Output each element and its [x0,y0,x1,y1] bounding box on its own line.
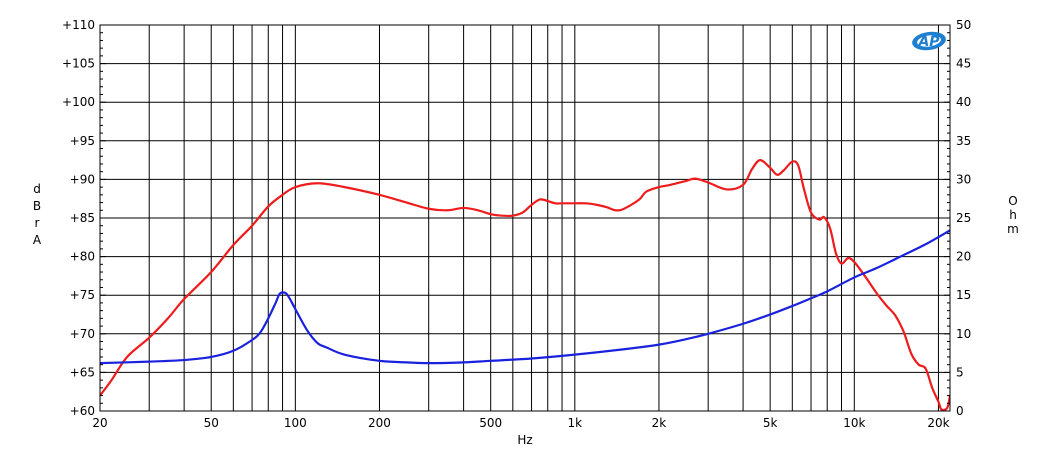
y-left-tick-label: +105 [62,57,95,71]
y-right-tick-label: 50 [956,18,971,32]
y-right-tick-label: 25 [956,211,971,225]
y-left-tick-label: +100 [62,95,95,109]
axis-label-char: A [33,233,42,247]
y-right-tick-label: 30 [956,172,971,186]
tick-marks [100,24,950,412]
y-right-tick-label: 35 [956,134,971,148]
x-tick-label: 200 [368,416,391,430]
x-tick-label: 5k [763,416,778,430]
y-right-tick-label: 40 [956,95,971,109]
logo-text: AP [917,34,940,50]
x-tick-label: 1k [568,416,583,430]
y-left-tick-label: +70 [70,327,95,341]
x-tick-label: 500 [479,416,502,430]
y-right-tick-label: 20 [956,250,971,264]
response-series-line [100,159,950,411]
impedance-series-line [100,229,950,365]
y-right-tick-label: 45 [956,57,971,71]
right-axis-label: Ohm [1007,194,1019,236]
y-right-tick-label: 0 [956,404,964,418]
y-left-tick-label: +60 [70,404,95,418]
axis-label-char: B [33,199,41,213]
y-left-tick-label: +75 [70,288,95,302]
x-tick-label: 20 [92,416,107,430]
x-tick-label: 50 [204,416,219,430]
x-tick-label: 20k [927,416,949,430]
y-right-tick-label: 10 [956,327,971,341]
tick-labels: +110+105+100+95+90+85+80+75+70+65+605045… [62,18,971,430]
axis-label-char: r [35,216,40,230]
y-left-tick-label: +90 [70,172,95,186]
x-tick-label: 2k [652,416,667,430]
y-left-tick-label: +85 [70,211,95,225]
series-layer [100,159,950,411]
axis-label-char: O [1008,194,1017,208]
axis-label-char: h [1009,208,1017,222]
x-axis-label: Hz [517,433,532,447]
axis-label-char: d [33,182,41,196]
y-right-tick-label: 15 [956,288,971,302]
y-right-tick-label: 5 [956,365,964,379]
x-tick-label: 100 [284,416,307,430]
y-left-tick-label: +80 [70,250,95,264]
y-left-tick-label: +95 [70,134,95,148]
y-left-tick-label: +65 [70,365,95,379]
axis-label-char: m [1007,222,1019,236]
y-left-tick-label: +110 [62,18,95,32]
ap-logo-icon: AP [912,31,946,51]
x-tick-label: 10k [843,416,865,430]
